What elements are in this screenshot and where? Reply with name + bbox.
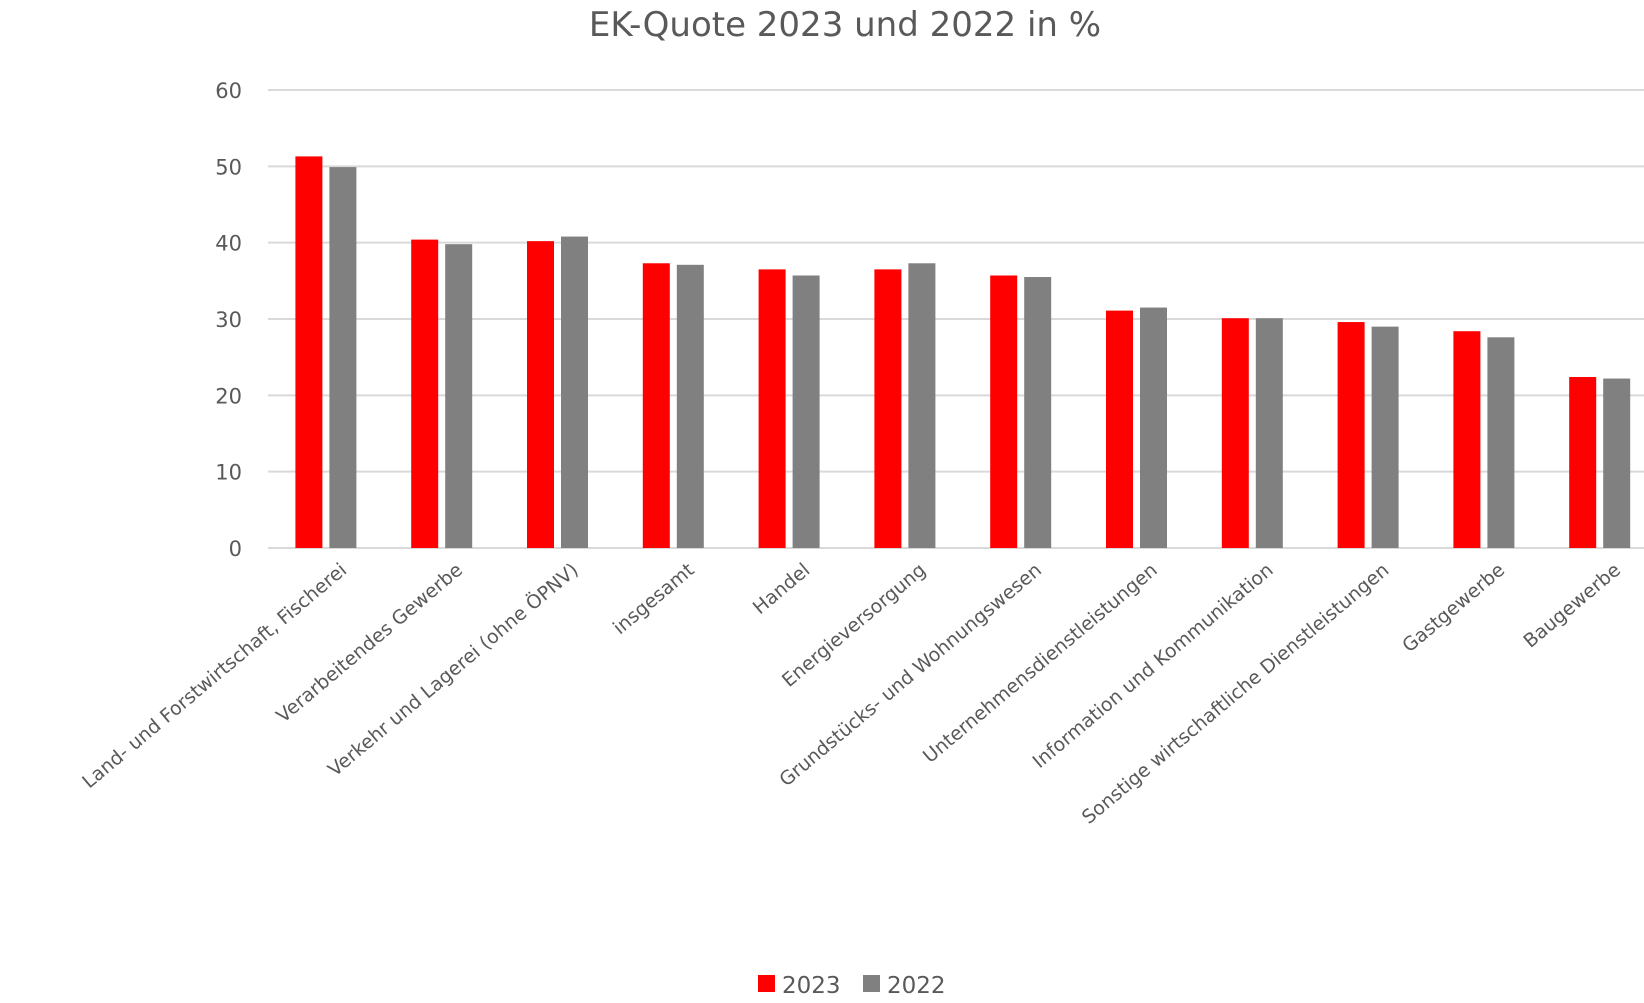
bar-2022 bbox=[329, 167, 357, 548]
bar-2022 bbox=[1140, 307, 1167, 548]
bar-2022 bbox=[1371, 326, 1399, 548]
bar-2023 bbox=[411, 239, 439, 548]
bar-2023 bbox=[1569, 377, 1597, 548]
bar-2023 bbox=[527, 241, 554, 548]
bar-2023 bbox=[1221, 318, 1249, 548]
x-tick-label: Baugewerbe bbox=[1519, 559, 1625, 653]
y-tick-label: 50 bbox=[215, 155, 242, 179]
bar-2023 bbox=[1106, 310, 1133, 548]
bar-2023 bbox=[295, 156, 323, 548]
y-tick-label: 30 bbox=[215, 308, 242, 332]
legend-label-2022: 2022 bbox=[887, 973, 946, 999]
y-tick-label: 60 bbox=[215, 79, 242, 103]
x-tick-label: Verkehr und Lagerei (ohne ÖPNV) bbox=[323, 558, 582, 781]
x-tick-label: Unternehmensdienstleistungen bbox=[919, 559, 1162, 768]
bar-2022 bbox=[908, 263, 936, 548]
legend-swatch-2023 bbox=[758, 975, 775, 992]
bar-2023 bbox=[874, 269, 902, 548]
y-tick-label: 20 bbox=[215, 384, 242, 408]
y-tick-label: 10 bbox=[215, 461, 242, 485]
bar-2022 bbox=[1487, 337, 1515, 548]
bar-2022 bbox=[445, 244, 473, 548]
bar-2022 bbox=[1255, 318, 1283, 548]
chart-title: EK-Quote 2023 und 2022 in % bbox=[589, 5, 1101, 45]
x-tick-label: Verarbeitendes Gewerbe bbox=[272, 559, 467, 727]
bar-2023 bbox=[758, 269, 786, 548]
x-tick-label: Gastgewerbe bbox=[1398, 559, 1509, 657]
bar-2022 bbox=[1603, 378, 1631, 548]
x-tick-label: insgesamt bbox=[609, 559, 699, 639]
gridlines bbox=[268, 89, 1644, 549]
legend: 2023 2022 bbox=[758, 973, 946, 999]
bar-2023 bbox=[1337, 322, 1365, 548]
legend-label-2023: 2023 bbox=[782, 973, 841, 999]
y-tick-label: 40 bbox=[215, 232, 242, 256]
x-tick-label: Handel bbox=[749, 559, 814, 619]
bars bbox=[295, 156, 1631, 548]
legend-swatch-2022 bbox=[863, 975, 880, 992]
x-tick-label: Information und Kommunikation bbox=[1029, 559, 1278, 773]
bar-2022 bbox=[676, 264, 704, 548]
x-tick-label: Grundstücks- und Wohnungswesen bbox=[775, 559, 1046, 791]
bar-2023 bbox=[642, 263, 670, 548]
bar-2022 bbox=[792, 275, 820, 548]
bar-2023 bbox=[990, 275, 1018, 548]
bar-2022 bbox=[1024, 277, 1052, 548]
x-axis-category-labels: Land- und Forstwirtschaft, FischereiVera… bbox=[78, 558, 1625, 828]
x-tick-label: Land- und Forstwirtschaft, Fischerei bbox=[78, 559, 351, 793]
y-axis-tick-labels: 0 10 20 30 40 50 60 bbox=[215, 79, 242, 561]
bar-2022 bbox=[561, 236, 588, 548]
y-tick-label: 0 bbox=[229, 537, 242, 561]
bar-2023 bbox=[1453, 331, 1481, 548]
